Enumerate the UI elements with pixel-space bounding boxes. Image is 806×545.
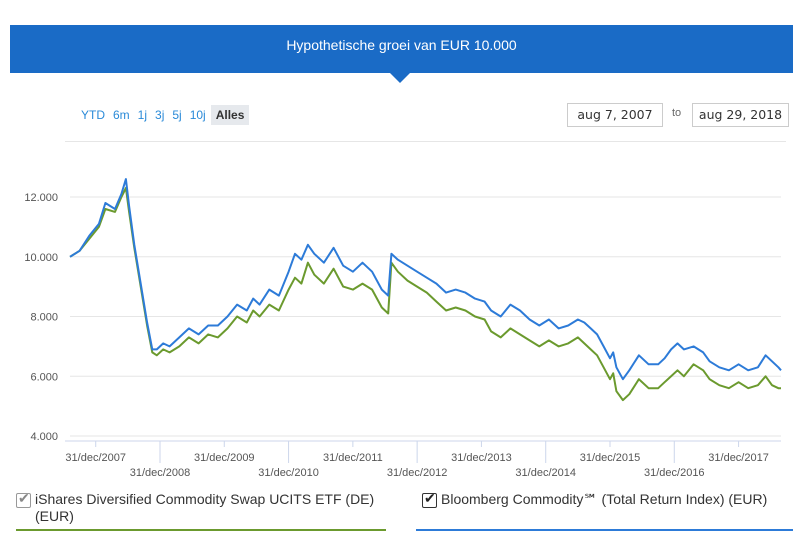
date-from-input[interactable]: aug 7, 2007 [567,103,663,127]
series-lines [69,178,782,402]
legend-label-2: Bloomberg Commodity℠ (Total Return Index… [441,491,768,507]
x-tick-label: 31/dec/2012 [387,467,448,479]
legend-checkbox-1[interactable]: ✔ [16,490,31,508]
header-pointer-icon [390,73,410,83]
range-button-1j[interactable]: 1j [135,105,150,125]
x-tick-label: 31/dec/2013 [451,452,512,464]
range-button-10j[interactable]: 10j [187,105,209,125]
range-selector: YTD 6m 1j 3j 5j 10j Alles [78,104,251,126]
y-tick-label: 12.000 [24,192,58,204]
checkmark-icon: ✔ [424,490,436,506]
series-line-1 [69,187,781,402]
y-tick-label: 4.000 [30,431,58,443]
chart-header-bar: Hypothetische groei van EUR 10.000 [10,25,793,73]
x-tick-label: 31/dec/2007 [65,452,126,464]
range-button-5j[interactable]: 5j [169,105,184,125]
x-axis: 31/dec/200731/dec/200831/dec/200931/dec/… [65,440,781,479]
x-tick-label: 31/dec/2009 [194,452,255,464]
x-tick-label: 31/dec/2008 [130,467,191,479]
legend-label-1: iShares Diversified Commodity Swap UCITS… [35,491,375,524]
range-button-ytd[interactable]: YTD [78,105,108,125]
x-tick-label: 31/dec/2016 [644,467,705,479]
chart-title: Hypothetische groei van EUR 10.000 [286,37,517,53]
y-tick-label: 6.000 [30,371,58,383]
x-tick-label: 31/dec/2014 [515,467,576,479]
y-axis-ticks: 4.000 6.000 8.000 10.000 12.000 [24,192,58,443]
checkmark-icon: ✔ [18,490,30,506]
range-button-6m[interactable]: 6m [110,105,133,125]
x-tick-label: 31/dec/2015 [580,452,641,464]
range-button-alles[interactable]: Alles [210,105,250,125]
legend-color-bar-2 [416,529,793,531]
separator [65,141,786,142]
x-tick-label: 31/dec/2010 [258,467,319,479]
line-chart: 4.000 6.000 8.000 10.000 12.000 31/dec/2007 3… [24,178,782,479]
date-to-input[interactable]: aug 29, 2018 [692,103,789,127]
y-tick-label: 8.000 [30,312,58,324]
range-button-3j[interactable]: 3j [152,105,167,125]
date-to-label: to [672,107,682,119]
legend-color-bar-1 [16,529,386,531]
series-line-2 [69,178,782,381]
x-tick-label: 31/dec/2017 [708,452,769,464]
grid-lines [70,196,781,437]
legend-checkbox-2[interactable]: ✔ [422,490,437,508]
y-tick-label: 10.000 [24,252,58,264]
x-tick-label: 31/dec/2011 [323,452,383,464]
